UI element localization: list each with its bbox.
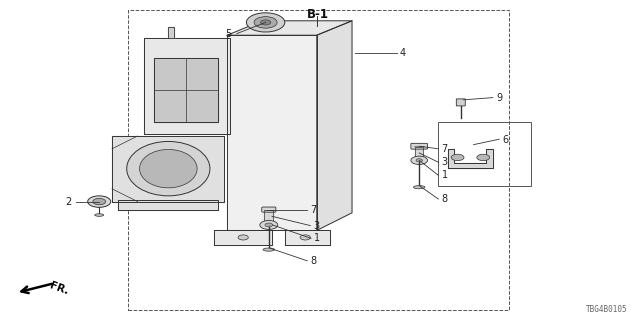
- Polygon shape: [317, 21, 352, 230]
- Text: 9: 9: [496, 92, 502, 103]
- FancyBboxPatch shape: [411, 143, 428, 149]
- FancyBboxPatch shape: [262, 207, 276, 212]
- Ellipse shape: [127, 141, 210, 196]
- Ellipse shape: [95, 214, 104, 216]
- Polygon shape: [264, 210, 273, 223]
- Circle shape: [300, 235, 310, 240]
- Text: 7: 7: [442, 144, 448, 154]
- Circle shape: [254, 17, 277, 28]
- Text: FR.: FR.: [48, 280, 70, 296]
- Circle shape: [451, 154, 464, 161]
- Ellipse shape: [263, 248, 275, 251]
- Text: 2: 2: [65, 196, 72, 207]
- Text: 8: 8: [310, 256, 317, 266]
- Text: 7: 7: [310, 204, 317, 215]
- Polygon shape: [285, 230, 330, 245]
- Text: 1: 1: [442, 170, 448, 180]
- Polygon shape: [214, 230, 272, 245]
- Circle shape: [477, 154, 490, 161]
- Text: 3: 3: [442, 157, 448, 167]
- Polygon shape: [227, 21, 352, 35]
- Ellipse shape: [413, 186, 425, 189]
- Text: 1: 1: [314, 233, 321, 244]
- Text: TBG4B0105: TBG4B0105: [586, 305, 627, 314]
- Circle shape: [246, 13, 285, 32]
- Text: 8: 8: [442, 194, 448, 204]
- Polygon shape: [168, 27, 174, 38]
- Text: 3: 3: [314, 220, 320, 231]
- Circle shape: [88, 196, 111, 207]
- Text: 5: 5: [225, 29, 232, 39]
- Circle shape: [93, 198, 106, 205]
- Polygon shape: [144, 38, 230, 134]
- Polygon shape: [154, 58, 218, 122]
- Circle shape: [260, 20, 271, 25]
- Polygon shape: [415, 147, 423, 158]
- Text: 6: 6: [502, 135, 509, 145]
- FancyBboxPatch shape: [456, 99, 465, 106]
- Polygon shape: [112, 136, 224, 202]
- Circle shape: [260, 220, 278, 229]
- Circle shape: [238, 235, 248, 240]
- Circle shape: [416, 159, 422, 162]
- Polygon shape: [227, 35, 317, 230]
- Circle shape: [411, 156, 428, 164]
- Bar: [438, 122, 531, 186]
- Circle shape: [265, 223, 273, 227]
- Polygon shape: [448, 149, 493, 168]
- Polygon shape: [118, 200, 218, 210]
- Bar: [128, 10, 509, 310]
- Text: B-1: B-1: [307, 8, 328, 21]
- Ellipse shape: [140, 149, 197, 188]
- Text: 4: 4: [400, 48, 406, 58]
